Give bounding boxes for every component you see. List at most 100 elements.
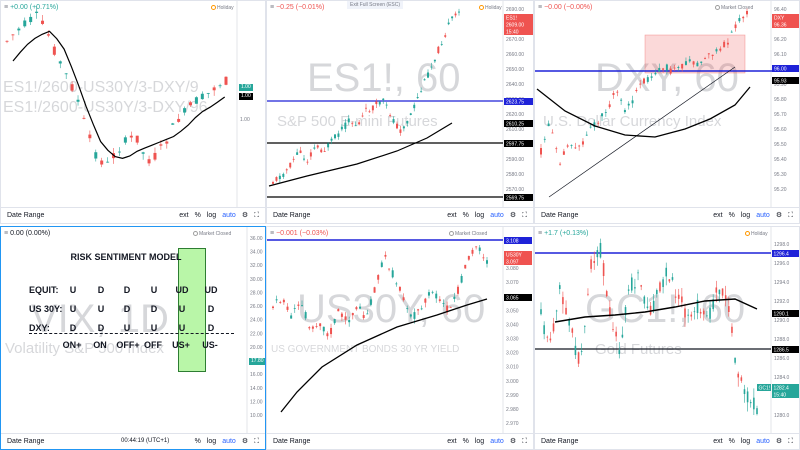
candle-body: [635, 89, 638, 92]
gear-icon[interactable]: ⚙: [509, 212, 517, 219]
date-range-button[interactable]: Date Range: [541, 438, 579, 445]
candle-body: [306, 161, 309, 163]
ext-button[interactable]: ext: [447, 438, 457, 445]
candlestick-chart[interactable]: 1298.0 1296.0 1294.0 1292.0 1290.0 1288.0 1286…: [535, 227, 800, 435]
candle-body: [375, 101, 378, 105]
candle-body: [712, 299, 714, 310]
price-axis-label: 2610.00: [506, 127, 524, 133]
fullscreen-icon[interactable]: ⛶: [788, 212, 793, 219]
price-tag: [757, 384, 771, 391]
gear-icon[interactable]: ⚙: [775, 438, 783, 445]
gear-icon[interactable]: ⚙: [509, 438, 517, 445]
menu-icon[interactable]: ≡: [538, 4, 543, 11]
candle-body: [344, 316, 347, 320]
log-button[interactable]: log: [206, 438, 217, 445]
fullscreen-icon[interactable]: ⛶: [522, 212, 527, 219]
fullscreen-icon[interactable]: ⛶: [254, 212, 259, 219]
date-range-button[interactable]: Date Range: [273, 212, 311, 219]
model-regime-label: ON+: [62, 340, 82, 350]
date-range-button[interactable]: Date Range: [541, 212, 579, 219]
candlestick-chart[interactable]: 1.00Dec1720191421: [1, 1, 266, 209]
candle-body: [630, 277, 633, 291]
date-range-button[interactable]: Date Range: [7, 438, 45, 445]
log-button[interactable]: log: [474, 438, 485, 445]
ext-button[interactable]: ext: [179, 212, 189, 219]
gear-icon[interactable]: ⚙: [241, 438, 249, 445]
percent-button[interactable]: %: [462, 212, 469, 219]
candle-body: [709, 307, 711, 319]
gear-icon[interactable]: ⚙: [241, 212, 249, 219]
log-button[interactable]: log: [740, 212, 751, 219]
candle-body: [423, 79, 426, 81]
price-change: +0.00 (+0.71%): [10, 4, 59, 11]
percent-button[interactable]: %: [194, 212, 201, 219]
moving-average-line: [12, 30, 226, 160]
log-button[interactable]: log: [474, 212, 485, 219]
auto-button[interactable]: auto: [222, 438, 236, 445]
menu-icon[interactable]: ≡: [270, 4, 275, 11]
ext-button[interactable]: ext: [713, 438, 723, 445]
price-axis-label: 1.00: [240, 117, 250, 123]
price-axis-label: 2640.00: [506, 82, 524, 88]
price-tag-label: 96.00: [774, 67, 787, 73]
ext-button[interactable]: ext: [447, 212, 457, 219]
menu-icon[interactable]: ≡: [270, 230, 275, 237]
candlestick-chart[interactable]: 2690.002680.002670.002660.002650.002640.…: [267, 1, 534, 209]
date-range-button[interactable]: Date Range: [7, 212, 45, 219]
menu-icon[interactable]: ≡: [538, 230, 543, 237]
ma-price-tag: 1.00: [239, 93, 253, 100]
log-button[interactable]: log: [206, 212, 217, 219]
menu-icon[interactable]: ≡: [4, 230, 9, 237]
auto-button[interactable]: auto: [222, 212, 236, 219]
price-axis-label: 95.90: [774, 82, 787, 88]
model-cell: U: [69, 285, 77, 295]
candle-body: [699, 311, 702, 314]
candlestick-chart[interactable]: 3.1003.0903.0803.0703.0603.0503.0403.030…: [267, 227, 534, 435]
chart-panel-es[interactable]: ≡ −0.25 (−0.01%) Exit Full Screen (ESC) H…: [266, 0, 534, 224]
candle-body: [690, 314, 693, 317]
menu-icon[interactable]: ≡: [4, 4, 9, 11]
chart-panel-gold[interactable]: ≡ +1.7 (+0.13%) Holiday GC1!, 60 Gold Fut…: [534, 226, 800, 450]
candle-body: [129, 135, 133, 138]
candle-body: [330, 327, 333, 335]
auto-button[interactable]: auto: [490, 438, 504, 445]
gear-icon[interactable]: ⚙: [775, 212, 783, 219]
candle-body: [580, 351, 583, 353]
chart-panel-vix[interactable]: ≡ 0.00 (0.00%) Market Closed VIX, 1D Vola…: [0, 226, 266, 450]
fullscreen-icon[interactable]: ⛶: [522, 438, 527, 445]
candle-body: [340, 126, 343, 130]
percent-button[interactable]: %: [728, 438, 735, 445]
price-axis-label: 2690.00: [506, 7, 524, 13]
candle-body: [738, 18, 741, 22]
candle-body: [348, 320, 351, 323]
auto-button[interactable]: auto: [756, 212, 770, 219]
fullscreen-icon[interactable]: ⛶: [254, 438, 259, 445]
percent-button[interactable]: %: [462, 438, 469, 445]
auto-button[interactable]: auto: [490, 212, 504, 219]
chart-panel-ratio[interactable]: ≡ +0.00 (+0.71%) Holiday ES1!/2600-US30Y/…: [0, 0, 266, 224]
candlestick-chart[interactable]: 96.4096.3096.2096.1096.0095.9095.8095.70…: [535, 1, 800, 209]
candle-body: [286, 306, 289, 310]
candle-body: [652, 300, 655, 310]
auto-button[interactable]: auto: [756, 438, 770, 445]
percent-button[interactable]: %: [728, 212, 735, 219]
chart-toolbar: Date Range ext% log auto ⚙ ⛶: [267, 433, 533, 449]
date-range-button[interactable]: Date Range: [273, 438, 311, 445]
price-change: −0.00 (−0.00%): [544, 4, 593, 11]
chart-panel-us30y[interactable]: ≡ −0.001 (−0.03%) Market Closed US30Y, 60…: [266, 226, 534, 450]
candle-body: [416, 97, 419, 99]
candle-body: [671, 277, 674, 280]
chart-panel-dxy[interactable]: ≡ −0.00 (−0.00%) Market Closed DXY, 60 U.…: [534, 0, 800, 224]
trend-line: [548, 66, 736, 198]
price-axis-label: 2650.00: [506, 67, 524, 73]
log-button[interactable]: log: [740, 438, 751, 445]
fullscreen-icon[interactable]: ⛶: [788, 438, 793, 445]
candle-body: [681, 296, 683, 303]
percent-button[interactable]: %: [194, 438, 201, 445]
panel-header: ≡ +0.00 (+0.71%): [4, 4, 58, 11]
panel-header: ≡ −0.25 (−0.01%): [270, 4, 324, 11]
price-tag-label: 15:40: [506, 30, 519, 36]
panel-header: ≡ −0.001 (−0.03%): [270, 230, 328, 237]
ext-button[interactable]: ext: [713, 212, 723, 219]
model-cell: D: [123, 285, 131, 295]
